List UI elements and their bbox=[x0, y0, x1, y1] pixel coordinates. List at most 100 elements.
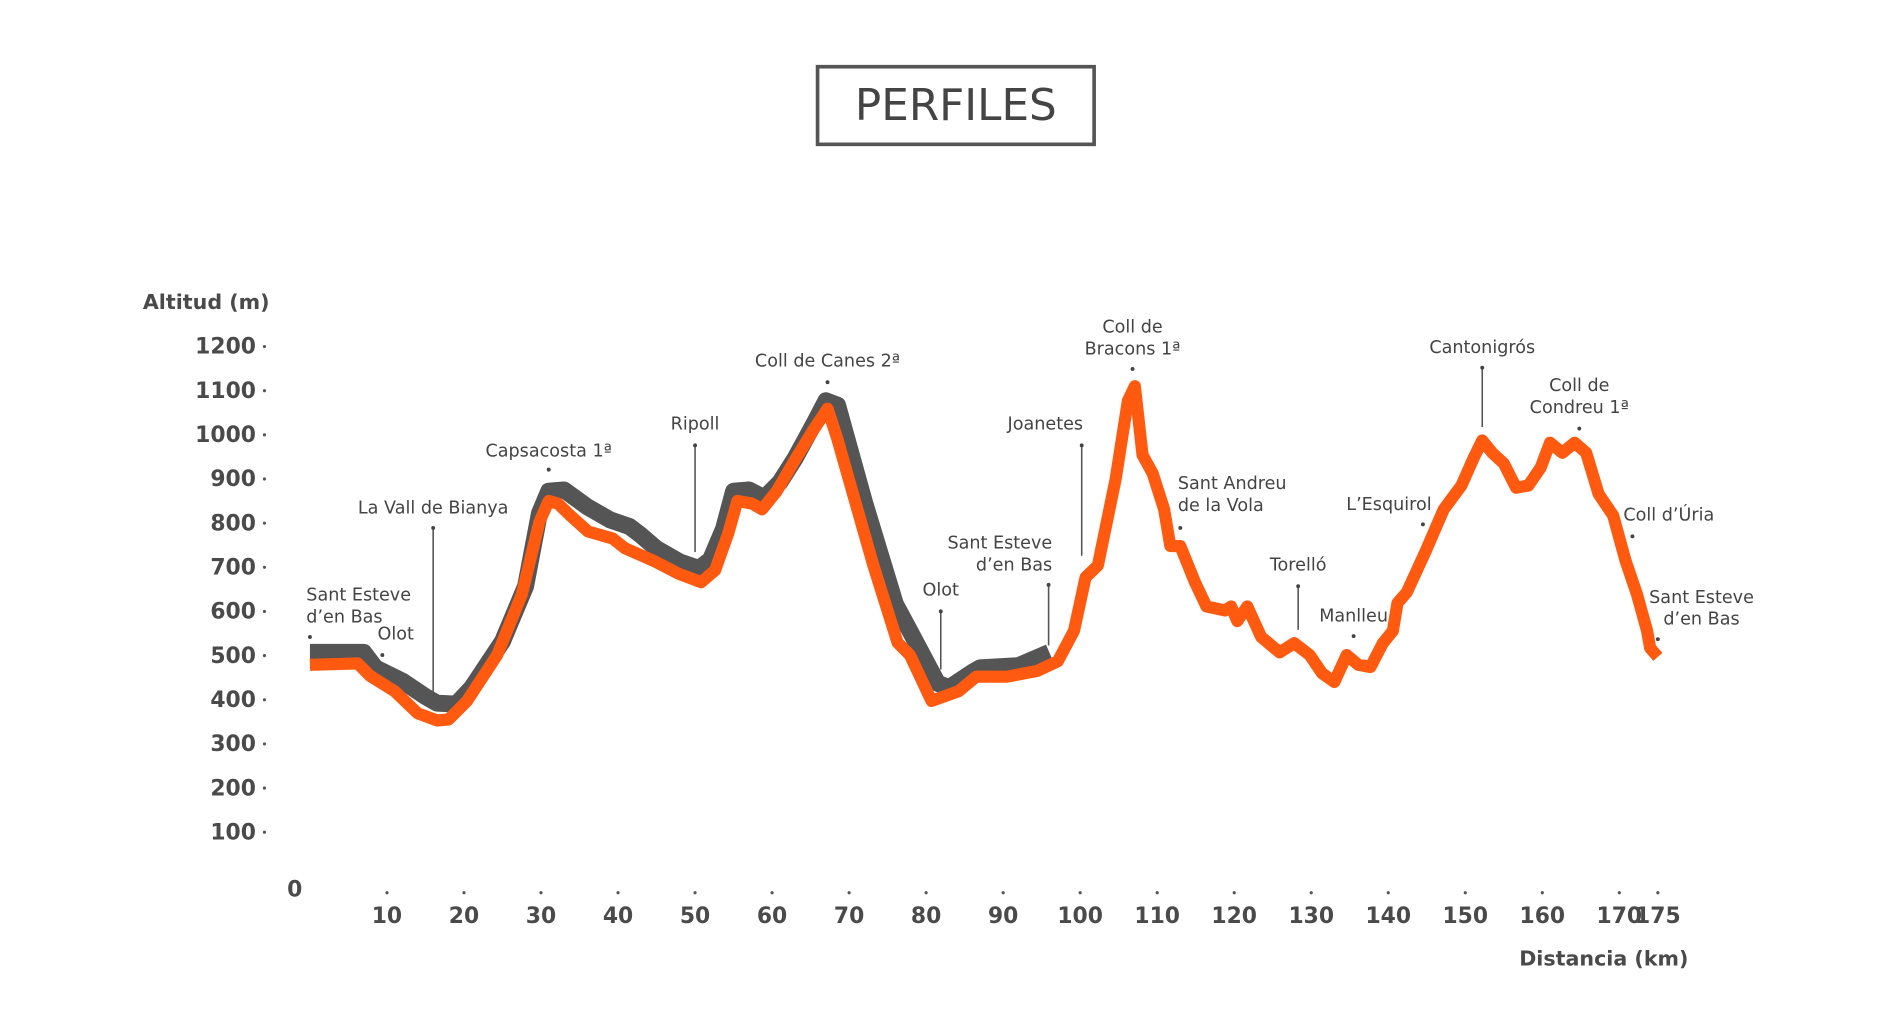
annotation-label: de la Vola bbox=[1178, 496, 1264, 516]
x-tick-mark bbox=[847, 891, 851, 895]
annotation-label: Capsacosta 1ª bbox=[485, 441, 611, 461]
annotation-dot bbox=[1630, 534, 1635, 539]
annotation-label: Cantonigrós bbox=[1429, 338, 1535, 358]
x-tick-label: 30 bbox=[526, 904, 556, 929]
y-tick-label: 1200 bbox=[195, 335, 256, 360]
x-tick-mark bbox=[539, 891, 543, 895]
x-tick-mark bbox=[1617, 891, 1621, 895]
y-tick-label: 100 bbox=[210, 820, 256, 845]
x-tick-label: 175 bbox=[1635, 904, 1681, 929]
y-tick-mark bbox=[262, 433, 267, 437]
y-tick-label: 1000 bbox=[195, 423, 256, 448]
annotation-label: Ripoll bbox=[671, 415, 720, 435]
x-tick-mark bbox=[462, 891, 466, 895]
y-tick-mark bbox=[262, 786, 267, 790]
annotation-dot bbox=[1655, 637, 1660, 642]
annotation-dot bbox=[546, 467, 551, 472]
x-tick-label: 40 bbox=[603, 904, 633, 929]
origin-label: 0 bbox=[287, 877, 302, 902]
y-tick-mark bbox=[262, 521, 267, 525]
annotation-label: L’Esquirol bbox=[1346, 495, 1431, 515]
annotation-label: Coll de bbox=[1549, 376, 1609, 396]
x-tick-label: 140 bbox=[1365, 904, 1411, 929]
title-box bbox=[815, 64, 1096, 147]
y-tick-label: 1100 bbox=[195, 379, 256, 404]
annotation-dot bbox=[1351, 634, 1356, 639]
annotation-label: d’en Bas bbox=[1663, 610, 1739, 630]
annotation-dot bbox=[825, 380, 830, 385]
annotation-label: Bracons 1ª bbox=[1085, 340, 1181, 360]
annotation-label: Coll de Canes 2ª bbox=[755, 352, 900, 372]
x-tick-label: 130 bbox=[1288, 904, 1334, 929]
annotation-label: Coll d’Úria bbox=[1623, 504, 1714, 526]
x-tick-mark bbox=[1656, 891, 1660, 895]
x-tick-label: 80 bbox=[911, 904, 941, 929]
y-tick-mark bbox=[262, 830, 267, 834]
y-tick-mark bbox=[262, 698, 267, 702]
x-tick-mark bbox=[1001, 891, 1005, 895]
y-tick-label: 800 bbox=[210, 511, 256, 536]
annotation-dot bbox=[1178, 525, 1183, 530]
x-tick-mark bbox=[616, 891, 620, 895]
y-tick-label: 400 bbox=[210, 688, 256, 713]
y-tick-label: 700 bbox=[210, 556, 256, 581]
annotation-dot bbox=[307, 635, 312, 639]
y-tick-mark bbox=[262, 609, 267, 614]
annotation-dot bbox=[938, 609, 943, 614]
x-tick-label: 20 bbox=[449, 904, 479, 929]
annotation-dot bbox=[693, 443, 697, 448]
profile-line bbox=[309, 392, 1053, 713]
annotation-label: Torelló bbox=[1269, 556, 1327, 576]
y-tick-mark bbox=[262, 344, 267, 349]
annotation-dot bbox=[1046, 582, 1051, 587]
annotation-dot bbox=[1577, 426, 1582, 431]
annotation-label: Manlleu bbox=[1319, 607, 1388, 627]
x-tick-label: 150 bbox=[1443, 904, 1489, 929]
x-tick-label: 110 bbox=[1134, 904, 1180, 929]
x-axis-title: Distancia (km) bbox=[1519, 946, 1688, 970]
annotation-label: Sant Esteve bbox=[1649, 588, 1754, 608]
x-tick-mark bbox=[693, 891, 697, 895]
y-tick-mark bbox=[262, 565, 267, 569]
x-tick-label: 60 bbox=[757, 904, 787, 929]
annotation-dot bbox=[1420, 522, 1425, 527]
x-tick-mark bbox=[1078, 891, 1082, 895]
x-tick-label: 160 bbox=[1520, 904, 1566, 929]
x-tick-mark bbox=[1232, 891, 1236, 895]
x-tick-mark bbox=[1155, 891, 1159, 895]
annotation-dot bbox=[1079, 443, 1084, 448]
profile-line bbox=[309, 380, 1663, 727]
x-tick-mark bbox=[385, 891, 389, 895]
annotation-dot bbox=[431, 525, 436, 530]
annotation-label: Joanetes bbox=[1007, 415, 1084, 435]
annotation-label: Sant Esteve bbox=[947, 534, 1052, 554]
x-tick-label: 50 bbox=[680, 904, 710, 929]
chart-title: PERFILES bbox=[855, 80, 1057, 131]
x-tick-label: 120 bbox=[1211, 904, 1257, 929]
y-axis-title: Altitud (m) bbox=[143, 290, 270, 314]
y-tick-label: 900 bbox=[210, 467, 256, 492]
x-tick-label: 70 bbox=[834, 904, 864, 929]
annotation-label: Sant Esteve bbox=[306, 586, 411, 606]
y-tick-label: 200 bbox=[210, 776, 256, 801]
y-tick-mark bbox=[262, 654, 267, 658]
annotation-label: Olot bbox=[923, 581, 959, 601]
annotation-dot bbox=[1480, 365, 1485, 370]
annotation-dot bbox=[1296, 584, 1301, 589]
annotation-dot bbox=[380, 653, 385, 658]
x-tick-mark bbox=[1386, 891, 1390, 895]
annotation-dot bbox=[1130, 367, 1135, 371]
annotation-label: Condreu 1ª bbox=[1530, 398, 1629, 418]
annotation-label: d’en Bas bbox=[306, 608, 382, 628]
x-tick-label: 10 bbox=[372, 904, 402, 929]
y-tick-label: 500 bbox=[210, 644, 256, 669]
y-tick-label: 600 bbox=[210, 600, 256, 625]
y-tick-mark bbox=[262, 742, 267, 746]
x-tick-mark bbox=[1309, 891, 1313, 895]
x-tick-label: 90 bbox=[988, 904, 1018, 929]
annotation-label: Olot bbox=[377, 624, 413, 644]
annotation-label: La Vall de Bianya bbox=[358, 498, 509, 518]
y-tick-mark bbox=[262, 477, 267, 481]
x-tick-label: 100 bbox=[1057, 904, 1103, 929]
